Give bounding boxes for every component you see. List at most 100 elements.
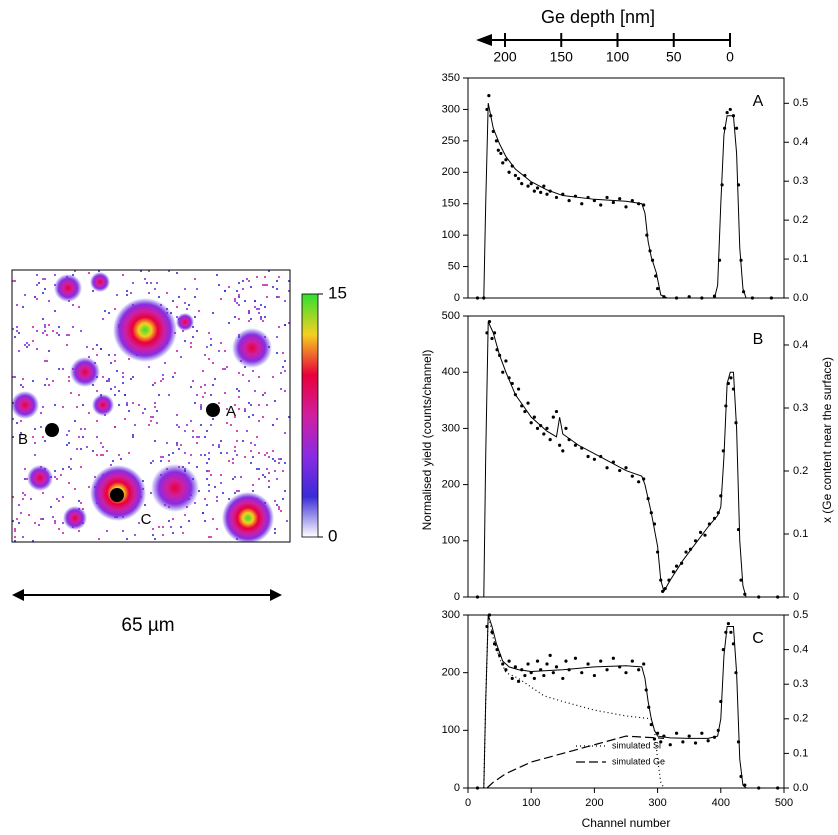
map-pixel	[14, 536, 16, 538]
map-pixel	[56, 478, 58, 480]
map-pixel	[92, 348, 94, 350]
map-pixel	[152, 384, 154, 386]
map-pixel	[248, 310, 250, 312]
map-pixel	[262, 474, 264, 476]
data-point	[504, 158, 508, 162]
map-pixel	[156, 410, 158, 412]
map-pixel	[118, 454, 120, 456]
map-pixel	[222, 492, 224, 494]
map-pixel	[42, 518, 44, 520]
map-pixel	[202, 370, 204, 372]
map-pixel	[224, 368, 226, 370]
map-pixel	[238, 294, 240, 296]
map-pixel	[250, 286, 252, 288]
data-point	[729, 376, 733, 380]
map-pixel	[46, 378, 48, 380]
map-image	[12, 270, 290, 542]
map-pixel	[240, 476, 242, 478]
map-pixel	[200, 406, 202, 408]
map-pixel	[18, 504, 20, 506]
x-tick-label: 300	[648, 797, 666, 809]
map-pixel	[176, 442, 178, 444]
map-pixel	[36, 284, 38, 286]
map-pixel	[272, 450, 274, 452]
map-pixel	[198, 490, 200, 492]
data-point	[545, 192, 549, 196]
map-pixel	[266, 284, 268, 286]
map-pixel	[160, 460, 162, 462]
map-pixel	[276, 504, 278, 506]
map-pixel	[234, 450, 236, 452]
map-pixel	[54, 470, 56, 472]
data-point	[516, 176, 521, 181]
data-point	[624, 671, 628, 675]
data-point	[532, 415, 536, 419]
y-tick-label: 100	[442, 229, 460, 241]
map-pixel	[96, 436, 98, 438]
colorbar-tick-label: 15	[328, 283, 347, 302]
map-pixel	[76, 406, 78, 408]
x-tick-label: 100	[522, 797, 540, 809]
map-pixel	[268, 480, 270, 482]
map-pixel	[24, 344, 26, 346]
y-tick-label: 200	[442, 479, 460, 491]
map-pixel	[132, 436, 134, 438]
map-pixel	[94, 476, 96, 478]
data-point	[554, 409, 559, 414]
map-pixel	[246, 278, 248, 280]
y-tick-label: 250	[442, 135, 460, 147]
map-cluster	[176, 313, 194, 331]
map-pixel	[12, 328, 14, 330]
map-pixel	[14, 280, 16, 282]
map-pixel	[96, 454, 98, 456]
map-pixel	[68, 430, 70, 432]
data-point	[725, 110, 729, 115]
data-point	[564, 659, 568, 663]
data-point	[674, 564, 679, 568]
map-pixel	[54, 476, 56, 478]
map-pixel	[238, 304, 240, 306]
map-pixel	[234, 416, 236, 418]
map-pixel	[82, 436, 84, 438]
map-pixel	[178, 296, 180, 298]
map-pixel	[220, 482, 222, 484]
map-pixel	[248, 312, 250, 314]
map-pixel	[208, 332, 210, 334]
map-pixel	[78, 530, 80, 532]
map-pixel	[34, 522, 36, 524]
map-pixel	[58, 334, 60, 336]
map-pixel	[284, 390, 286, 392]
map-pixel	[114, 426, 116, 428]
map-pixel	[148, 366, 150, 368]
map-pixel	[12, 376, 14, 378]
map-pixel	[180, 356, 182, 358]
map-pixel	[62, 532, 64, 534]
map-pixel	[212, 518, 214, 520]
map-pixel	[150, 416, 152, 418]
map-pixel	[258, 376, 260, 378]
data-point	[700, 731, 704, 735]
map-pixel	[212, 384, 214, 386]
data-point	[535, 659, 540, 663]
y-tick-label: 0	[454, 292, 460, 304]
y2-tick-label: 0.1	[793, 528, 808, 540]
map-pixel	[244, 300, 246, 302]
map-pixel	[98, 538, 100, 540]
data-point	[637, 668, 641, 672]
map-pixel	[248, 380, 250, 382]
y-tick-label: 0	[454, 782, 460, 794]
map-pixel	[132, 434, 134, 436]
map-pixel	[236, 302, 238, 304]
map-pixel	[112, 460, 114, 462]
map-pixel	[242, 280, 244, 282]
map-pixel	[26, 478, 28, 480]
x2-tick-label: 150	[550, 49, 574, 65]
map-pixel	[108, 380, 110, 382]
map-pixel	[236, 290, 238, 292]
map-pixel	[210, 394, 212, 396]
map-pixel	[220, 298, 222, 300]
map-pixel	[272, 286, 274, 288]
map-pixel	[106, 450, 108, 452]
map-pixel	[212, 312, 214, 314]
x2-tick-label: 100	[606, 49, 630, 65]
